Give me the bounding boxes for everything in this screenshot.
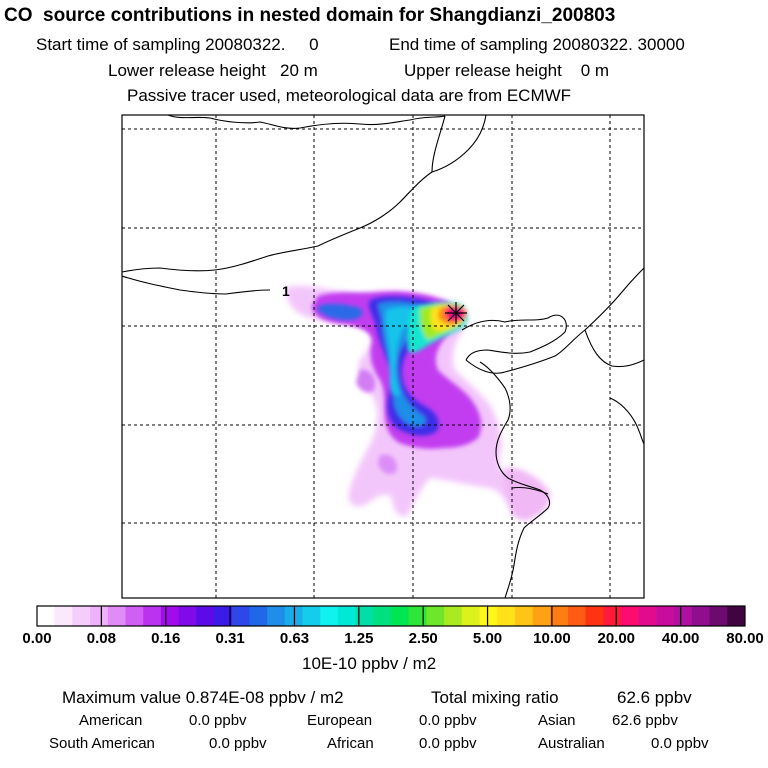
legend-color-cell xyxy=(497,606,516,626)
legend-color-cell xyxy=(125,606,144,626)
legend-color-cell xyxy=(196,606,215,626)
region-south-american-value: 0.0 ppbv xyxy=(209,735,267,752)
end-sampling-time: End time of sampling 20080322. 30000 xyxy=(389,35,685,54)
region-asian-value: 62.6 ppbv xyxy=(612,712,678,729)
legend-color-cell xyxy=(656,606,675,626)
legend-color-cell xyxy=(709,606,728,626)
legend-color-cell xyxy=(337,606,357,626)
legend-color-cell xyxy=(54,606,73,626)
region-european-value: 0.0 ppbv xyxy=(419,712,477,729)
legend-color-cell xyxy=(603,606,622,626)
legend-color-cell xyxy=(550,606,569,626)
legend-color-cell xyxy=(391,606,410,626)
release-point-label: 1 xyxy=(282,283,290,299)
region-european-name: European xyxy=(307,712,373,729)
region-australian-value: 0.0 ppbv xyxy=(651,735,709,752)
total-mixing-ratio-label: Total mixing ratio xyxy=(431,688,559,707)
legend-color-cell xyxy=(37,606,56,626)
legend-units: 10E-10 ppbv / m2 xyxy=(302,654,437,673)
legend-color-cell xyxy=(408,606,427,626)
legend-tick-label: 80.00 xyxy=(726,630,764,647)
legend-color-cell xyxy=(426,606,445,626)
legend-color-cell xyxy=(373,606,392,626)
legend-tick-label: 1.25 xyxy=(344,630,374,647)
legend-color-cell xyxy=(479,606,498,626)
plot-title: CO source contributions in nested domain… xyxy=(4,5,616,26)
concentration-field xyxy=(285,285,551,521)
map-frame xyxy=(121,114,645,599)
region-asian-name: Asian xyxy=(538,712,576,729)
legend-color-cell xyxy=(231,606,250,626)
borders-coastline xyxy=(122,115,644,598)
upper-release-height: Upper release height 0 m xyxy=(404,61,610,80)
legend-color-cell xyxy=(249,606,268,626)
region-american-value: 0.0 ppbv xyxy=(189,712,247,729)
legend-color-cell xyxy=(727,606,746,626)
legend-tick-marks xyxy=(100,606,682,626)
legend-color-cell xyxy=(638,606,657,626)
legend-color-cell xyxy=(72,606,91,626)
total-mixing-ratio-value: 62.6 ppbv xyxy=(617,688,692,707)
legend-color-cell xyxy=(178,606,197,626)
legend-color-cell xyxy=(532,606,551,626)
legend-tick-label: 0.31 xyxy=(215,630,245,647)
region-american-name: American xyxy=(79,712,143,729)
region-african-value: 0.0 ppbv xyxy=(419,735,477,752)
legend-color-cell xyxy=(585,606,604,626)
legend-color-cell xyxy=(302,606,321,626)
legend-color-cell xyxy=(621,606,640,626)
region-african-name: African xyxy=(327,735,374,752)
legend-tick-label: 5.00 xyxy=(472,630,503,647)
legend-tick-label: 40.00 xyxy=(661,630,700,647)
region-south-american-name: South American xyxy=(49,735,155,752)
legend-tick-label: 0.63 xyxy=(279,630,310,647)
lat-lon-grid xyxy=(122,115,644,598)
legend-color-cell xyxy=(160,606,180,626)
legend-color-cell xyxy=(568,606,587,626)
legend-color-cell xyxy=(514,606,534,626)
legend-color-cell xyxy=(674,606,693,626)
legend-tick-label: 0.16 xyxy=(151,630,181,647)
legend-color-cell xyxy=(267,606,286,626)
maximum-value: Maximum value 0.874E-08 ppbv / m2 xyxy=(62,688,344,707)
tracer-note: Passive tracer used, meteorological data… xyxy=(127,86,572,105)
legend-color-cell xyxy=(90,606,109,626)
legend-color-cell xyxy=(444,606,463,626)
receptor-site-marker[interactable] xyxy=(445,302,467,324)
legend-tick-label: 0.00 xyxy=(22,630,52,647)
legend-tick-label: 10.00 xyxy=(533,630,571,647)
legend-color-cell xyxy=(461,606,480,626)
start-sampling-time: Start time of sampling 20080322. 0 xyxy=(36,35,319,54)
legend-color-cells xyxy=(37,606,746,626)
lower-release-height: Lower release height 20 m xyxy=(108,61,318,80)
legend-color-cell xyxy=(143,606,162,626)
legend-tick-label: 20.00 xyxy=(597,630,636,647)
legend-frame xyxy=(36,605,746,627)
legend-color-cell xyxy=(355,606,374,626)
legend-tick-label: 2.50 xyxy=(408,630,438,647)
legend-color-cell xyxy=(320,606,339,626)
region-australian-name: Australian xyxy=(538,735,605,752)
legend-color-cell xyxy=(691,606,711,626)
legend-tick-label: 0.08 xyxy=(86,630,116,647)
legend-color-cell xyxy=(107,606,126,626)
legend-color-cell xyxy=(214,606,233,626)
